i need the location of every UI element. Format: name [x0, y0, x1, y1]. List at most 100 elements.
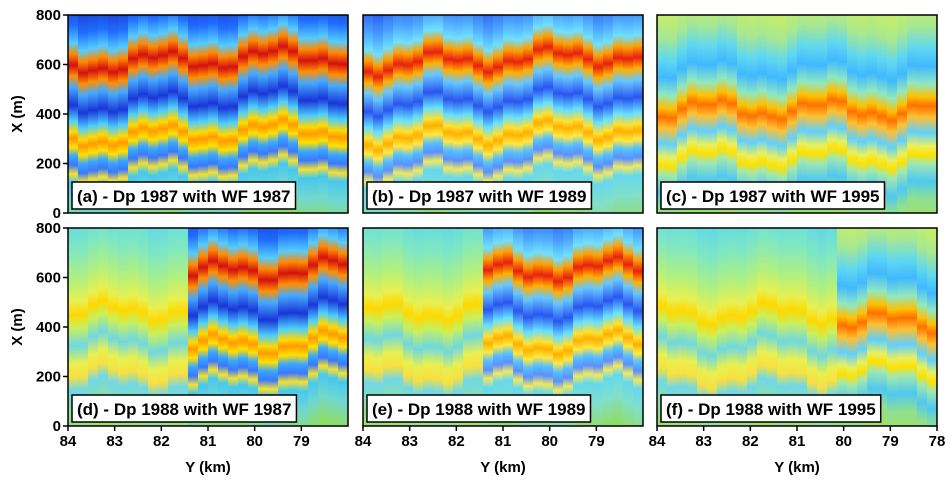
heatmap-column [493, 15, 504, 213]
heatmap-column [238, 15, 249, 213]
heatmap-column [413, 228, 424, 426]
heatmap-column [403, 228, 414, 426]
heatmap-column [787, 15, 798, 213]
heatmap-column [218, 228, 229, 426]
x-axis-label: Y (km) [185, 459, 231, 476]
title-box [366, 181, 593, 210]
heatmap-column [78, 228, 89, 426]
heatmap-column [453, 228, 464, 426]
heatmap [363, 228, 643, 426]
x-tick-label: 79 [588, 433, 605, 450]
panel-title: (a) - Dp 1987 with WF 1987 [77, 187, 291, 206]
heatmap-column [168, 228, 179, 426]
x-tick-label: 83 [106, 433, 123, 450]
heatmap-column [777, 15, 788, 213]
heatmap-column [208, 228, 219, 421]
x-tick-label: 80 [246, 433, 263, 450]
heatmap-column [393, 228, 404, 426]
heatmap-column [88, 15, 99, 213]
heatmap-column [553, 15, 564, 213]
x-tick-label: 82 [742, 433, 759, 450]
heatmap-column [807, 228, 818, 426]
heatmap-column [543, 228, 554, 426]
heatmap-column [797, 15, 808, 213]
heatmap-column [433, 15, 444, 212]
heatmap-column [593, 15, 604, 213]
heatmap-column [817, 228, 828, 426]
heatmap-column [208, 15, 219, 213]
panel-title: (c) - Dp 1987 with WF 1995 [666, 187, 880, 206]
x-tick-label: 84 [60, 433, 77, 450]
heatmap-column [288, 228, 299, 426]
heatmap-column [657, 228, 668, 426]
heatmap-column [667, 15, 678, 213]
heatmap-column [138, 15, 149, 213]
heatmap-column [503, 228, 514, 423]
heatmap-column [827, 15, 838, 213]
heatmap-column [687, 228, 698, 426]
heatmap-column [777, 228, 788, 426]
x-tick-label: 79 [882, 433, 899, 450]
panel-title: (d) - Dp 1988 with WF 1987 [77, 400, 291, 419]
heatmap-column [857, 15, 868, 213]
x-tick-label: 82 [448, 433, 465, 450]
heatmap-column [158, 15, 169, 213]
x-tick-label: 81 [495, 433, 512, 450]
heatmap [657, 15, 937, 213]
x-tick-label: 81 [789, 433, 806, 450]
y-tick-label: 600 [36, 57, 61, 74]
heatmap-column [98, 15, 109, 213]
heatmap-column [148, 15, 159, 213]
heatmap-column [443, 228, 454, 426]
heatmap-column [308, 228, 319, 425]
heatmap-column [248, 228, 259, 426]
heatmap-column [108, 15, 119, 213]
heatmap-column [268, 228, 279, 426]
heatmap-column [78, 15, 89, 213]
heatmap-column [553, 228, 564, 426]
heatmap-column [827, 228, 838, 426]
y-tick-label: 200 [36, 369, 61, 386]
heatmap-column [128, 228, 139, 426]
heatmap-column [633, 228, 643, 426]
heatmap-column [443, 15, 454, 213]
heatmap-column [613, 15, 624, 213]
x-tick-label: 78 [929, 433, 946, 450]
heatmap-column [927, 228, 937, 426]
heatmap-column [717, 15, 728, 213]
heatmap-column [373, 15, 384, 213]
heatmap-column [657, 15, 668, 213]
heatmap-column [877, 228, 888, 426]
heatmap-column [593, 228, 604, 426]
heatmap-column [757, 15, 768, 213]
heatmap-column [533, 228, 544, 426]
heatmap-column [867, 15, 878, 213]
y-tick-label: 800 [36, 7, 61, 24]
heatmap-column [633, 15, 643, 213]
heatmap-column [453, 15, 464, 213]
heatmap-column [887, 15, 898, 213]
heatmap-column [328, 228, 339, 421]
heatmap-column [218, 15, 229, 213]
title-box [366, 394, 592, 423]
heatmap-column [897, 228, 908, 426]
y-tick-label: 400 [36, 106, 61, 123]
y-axis-label: X (m) [9, 95, 26, 133]
x-axis-label: Y (km) [480, 459, 526, 476]
heatmap-column [168, 15, 179, 212]
heatmap-column [178, 15, 189, 213]
heatmap-column [613, 228, 624, 417]
heatmap-column [338, 228, 348, 425]
heatmap-column [393, 15, 404, 213]
heatmap-column [118, 228, 129, 426]
y-tick-label: 400 [36, 319, 61, 336]
heatmap-column [927, 15, 937, 213]
heatmap-column [573, 15, 584, 213]
heatmap-column [757, 228, 768, 426]
heatmap-column [543, 15, 554, 207]
heatmap-column [463, 15, 474, 213]
heatmap-column [603, 15, 614, 213]
heatmap-column [88, 228, 99, 426]
heatmap-column [697, 15, 708, 213]
